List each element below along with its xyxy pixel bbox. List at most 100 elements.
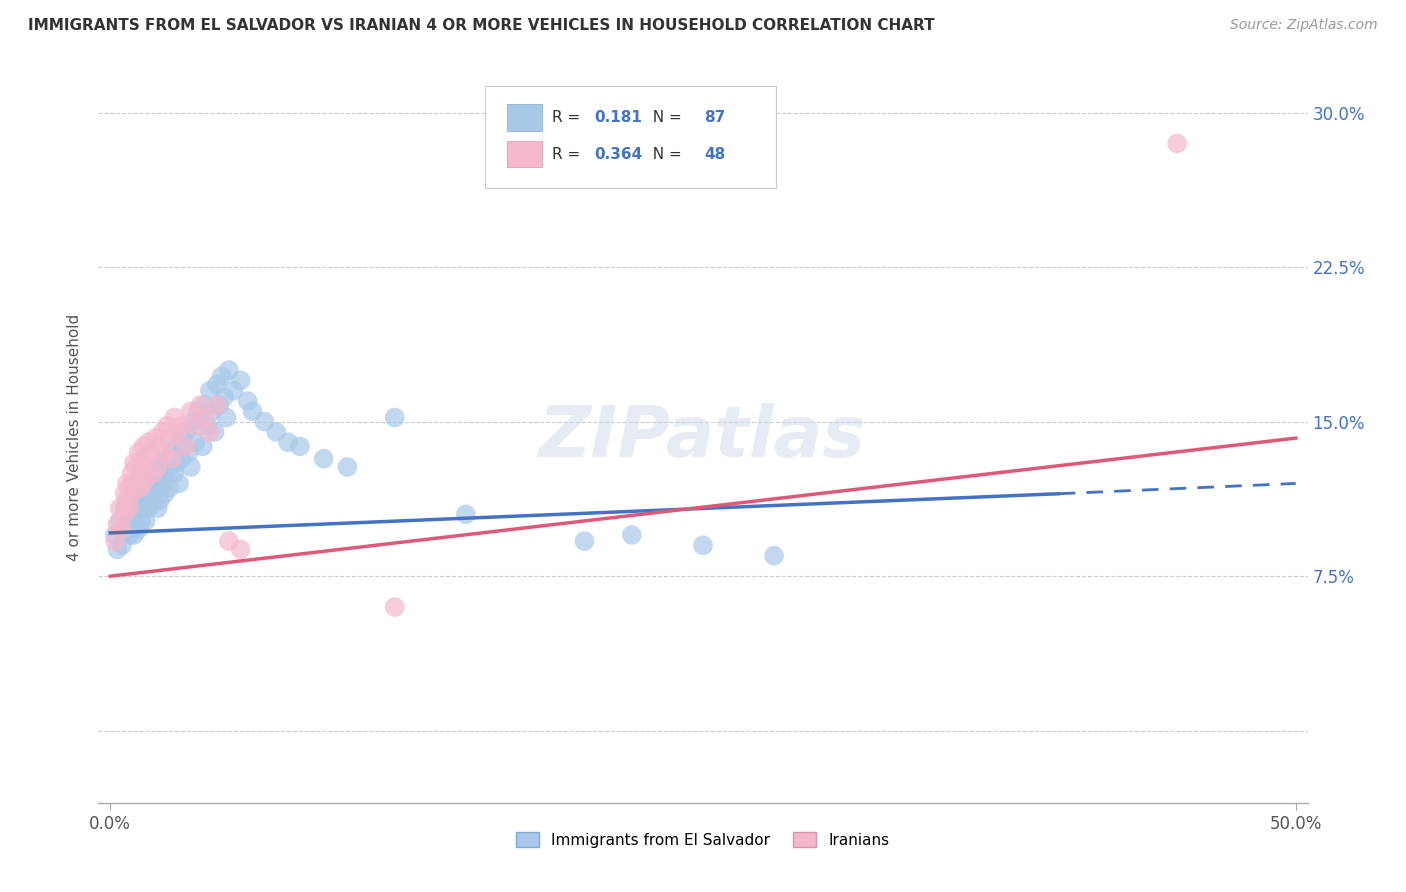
Point	[763, 549, 786, 563]
Point	[122, 456, 145, 470]
Point	[180, 459, 202, 474]
Point	[135, 514, 157, 528]
Point	[166, 425, 188, 439]
Point	[312, 451, 335, 466]
Point	[142, 497, 165, 511]
Point	[129, 456, 152, 470]
Text: 0.181: 0.181	[595, 110, 643, 125]
Point	[115, 476, 138, 491]
Point	[218, 363, 240, 377]
Point	[159, 459, 181, 474]
Point	[215, 410, 238, 425]
Point	[201, 404, 224, 418]
Point	[104, 534, 127, 549]
Point	[136, 435, 159, 450]
Point	[129, 492, 152, 507]
Point	[218, 534, 240, 549]
Point	[174, 439, 197, 453]
Point	[190, 398, 212, 412]
Point	[384, 600, 406, 615]
Point	[114, 508, 136, 522]
Point	[153, 487, 176, 501]
Point	[205, 377, 228, 392]
Point	[142, 466, 165, 480]
Point	[160, 451, 183, 466]
Legend: Immigrants from El Salvador, Iranians: Immigrants from El Salvador, Iranians	[510, 825, 896, 854]
Point	[692, 538, 714, 552]
Point	[114, 487, 136, 501]
Point	[122, 487, 145, 501]
Point	[288, 439, 311, 453]
Point	[146, 459, 169, 474]
Point	[149, 472, 172, 486]
Point	[264, 425, 287, 439]
Point	[197, 418, 219, 433]
Point	[180, 404, 202, 418]
Point	[122, 476, 145, 491]
Point	[122, 528, 145, 542]
Point	[152, 456, 174, 470]
Point	[194, 398, 217, 412]
Text: N =: N =	[643, 146, 686, 161]
Point	[118, 481, 141, 495]
Point	[153, 466, 176, 480]
Point	[198, 425, 221, 439]
Point	[135, 451, 157, 466]
Point	[104, 528, 127, 542]
Point	[156, 451, 179, 466]
Point	[121, 522, 143, 536]
Point	[132, 476, 155, 491]
Point	[177, 445, 200, 459]
Point	[143, 487, 166, 501]
Point	[159, 481, 181, 495]
Point	[146, 459, 169, 474]
Point	[159, 431, 181, 445]
Point	[125, 481, 148, 495]
Point	[204, 425, 226, 439]
Point	[170, 418, 193, 433]
Point	[129, 481, 152, 495]
Point	[132, 497, 155, 511]
Text: 87: 87	[704, 110, 725, 125]
Point	[163, 466, 186, 480]
Point	[167, 476, 190, 491]
Text: IMMIGRANTS FROM EL SALVADOR VS IRANIAN 4 OR MORE VEHICLES IN HOUSEHOLD CORRELATI: IMMIGRANTS FROM EL SALVADOR VS IRANIAN 4…	[28, 18, 935, 33]
Point	[166, 456, 188, 470]
Point	[191, 439, 214, 453]
Point	[149, 492, 172, 507]
Point	[160, 445, 183, 459]
Point	[115, 497, 138, 511]
Point	[173, 439, 195, 453]
Point	[118, 528, 141, 542]
Point	[105, 517, 128, 532]
Point	[253, 415, 276, 429]
Point	[136, 501, 159, 516]
Point	[212, 390, 235, 404]
Point	[125, 459, 148, 474]
Point	[128, 481, 150, 495]
Point	[139, 445, 162, 459]
Point	[190, 418, 212, 433]
Point	[121, 466, 143, 480]
Point	[181, 415, 204, 429]
Point	[128, 501, 150, 516]
Point	[205, 398, 228, 412]
Point	[135, 492, 157, 507]
Point	[129, 514, 152, 528]
Point	[384, 410, 406, 425]
Text: R =: R =	[553, 110, 585, 125]
Point	[1166, 136, 1188, 151]
Point	[128, 445, 150, 459]
Point	[132, 439, 155, 453]
Point	[211, 369, 233, 384]
Point	[156, 418, 179, 433]
Point	[166, 435, 188, 450]
Point	[208, 398, 231, 412]
Point	[194, 410, 217, 425]
Text: 0.364: 0.364	[595, 146, 643, 161]
Point	[454, 508, 477, 522]
Point	[184, 435, 207, 450]
Point	[128, 472, 150, 486]
Point	[152, 476, 174, 491]
Point	[336, 459, 359, 474]
